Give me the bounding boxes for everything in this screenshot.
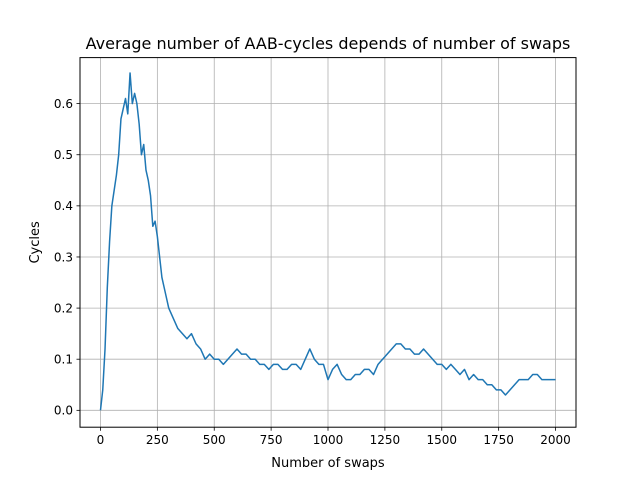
y-tick-label: 0.4	[54, 199, 73, 213]
plot-area	[99, 72, 556, 411]
y-tick-label: 0.0	[54, 404, 73, 418]
x-tick-label: 1000	[313, 433, 344, 447]
series-line	[99, 72, 556, 411]
y-tick-label: 0.2	[54, 301, 73, 315]
y-tick-label: 0.5	[54, 148, 73, 162]
x-tick-label: 1500	[426, 433, 457, 447]
y-tick-label: 0.3	[54, 250, 73, 264]
x-tick-label: 0	[97, 433, 105, 447]
y-tick-label: 0.1	[54, 353, 73, 367]
x-tick-label: 500	[203, 433, 226, 447]
x-axis-label: Number of swaps	[271, 456, 385, 471]
y-axis-label: Cycles	[28, 221, 43, 264]
x-tick-label: 2000	[540, 433, 571, 447]
x-tick-label: 1750	[483, 433, 514, 447]
y-axis-ticks: 0.0 0.1 0.2 0.3 0.4 0.5 0.6	[54, 97, 80, 418]
y-tick-label: 0.6	[54, 97, 73, 111]
x-axis-ticks: 0 250 500 750 1000 1250 1500 1750 2000	[97, 427, 571, 447]
x-tick-label: 1250	[370, 433, 401, 447]
x-tick-label: 250	[146, 433, 169, 447]
x-tick-label: 750	[260, 433, 283, 447]
chart-title: Average number of AAB-cycles depends of …	[86, 34, 571, 53]
grid-lines	[80, 57, 576, 428]
